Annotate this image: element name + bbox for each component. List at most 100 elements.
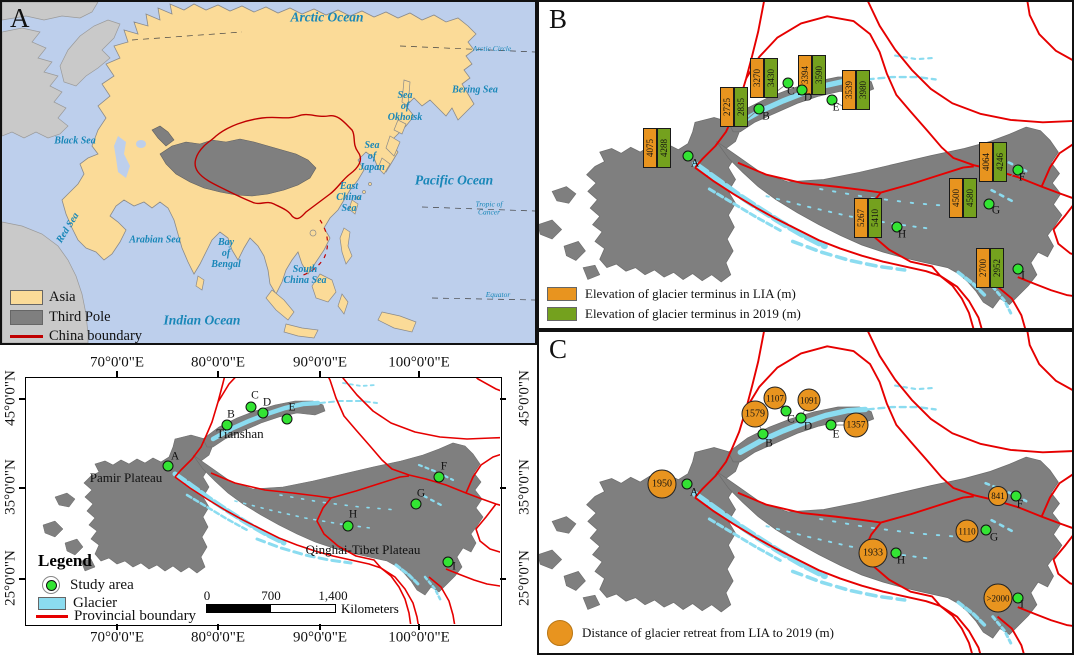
site-letter: H: [896, 554, 906, 567]
site-letter: F: [1018, 171, 1026, 184]
lat-tick-35n-left: 35°0'0"N: [2, 459, 19, 515]
third-pole-swatch: [10, 310, 43, 325]
lon-tick-70e-top: 70°0'0"E: [90, 354, 144, 371]
legend-third-pole-label: Third Pole: [49, 309, 111, 325]
study-area-dot: [162, 460, 174, 472]
retreat-circle-D: 1091: [797, 388, 821, 412]
panel-a-asia-map: A Arctic Ocean Arctic Circle Bering Sea …: [0, 0, 537, 345]
study-area-dot: [410, 498, 422, 510]
retreat-circle-F: 841: [988, 486, 1008, 506]
legend-asia-label: Asia: [49, 289, 76, 305]
retreat-circle-H: 1933: [858, 538, 888, 568]
site-letter: F: [1016, 498, 1024, 511]
lon-tick-80e-top: 80°0'0"E: [191, 354, 245, 371]
panel-study-area-map: 70°0'0"E 80°0'0"E 90°0'0"E 100°0'0"E 70°…: [0, 345, 537, 655]
label-equator: Equator: [485, 289, 511, 299]
label-sea-of-okhotsk: Sea of Okhotsk: [387, 90, 423, 124]
scalebar-end: 1,400: [318, 588, 348, 603]
panel-c-letter: C: [549, 334, 568, 364]
lon-tick-70e-bottom: 70°0'0"E: [90, 629, 144, 646]
elevation-pair-G: 4500 4580: [949, 178, 977, 218]
site-letter: D: [262, 396, 272, 409]
site-letter: E: [832, 101, 840, 114]
label-arctic-circle: Arctic Circle: [472, 43, 512, 53]
study-area-dot: [245, 401, 257, 413]
site-letter: C: [251, 389, 259, 402]
retreat-circle-G: 1110: [955, 519, 979, 543]
lat-tick-25n-left: 25°0'0"N: [2, 550, 19, 606]
study-area-legend-icon: [42, 576, 60, 594]
legend-provincial-boundary-label: Provincial boundary: [74, 608, 197, 624]
site-letter: D: [803, 91, 813, 104]
site-letter: B: [765, 437, 773, 450]
lat-tick-45n-left: 45°0'0"N: [2, 370, 19, 426]
elevation-pair-C: 3270 3430: [750, 58, 778, 98]
glacier-swatch: [38, 597, 66, 610]
study-area-dot: [433, 471, 445, 483]
lat-tick-25n-right: 25°0'0"N: [516, 550, 533, 606]
label-bering-sea: Bering Sea: [452, 84, 498, 96]
retreat-circle-legend-icon: [547, 620, 573, 646]
study-area-dot: [257, 407, 269, 419]
lon-tick-100e-top: 100°0'0"E: [388, 354, 450, 371]
lon-tick-80e-bottom: 80°0'0"E: [191, 629, 245, 646]
label-bay-of-bengal: Bay of Bengal: [211, 237, 241, 271]
label-tropic-of-cancer: Tropic of Cancer: [475, 199, 503, 217]
lon-tick-100e-bottom: 100°0'0"E: [388, 629, 450, 646]
retreat-circle-I: >2000: [983, 583, 1013, 613]
site-letter: B: [762, 110, 770, 123]
site-letter: I: [1021, 269, 1025, 282]
site-letter: B: [227, 408, 235, 421]
study-area-dot: [442, 556, 454, 568]
label-sea-of-japan: Sea of Japan: [359, 140, 385, 174]
label-indian-ocean: Indian Ocean: [163, 312, 241, 328]
asia-swatch: [10, 290, 43, 305]
site-letter: F: [440, 460, 448, 473]
label-pacific-ocean: Pacific Ocean: [414, 172, 494, 188]
lia-elevation-swatch: [547, 287, 577, 301]
site-letter: A: [689, 486, 699, 499]
scalebar-zero: 0: [203, 588, 211, 603]
legend-lia-label: Elevation of glacier terminus in LIA (m): [585, 286, 796, 301]
elevation-pair-B: 2725 2835: [720, 87, 748, 127]
site-letter: G: [991, 204, 1001, 217]
legend-china-boundary-label: China boundary: [49, 328, 143, 344]
site-letter: C: [787, 85, 795, 98]
legend-2019-label: Elevation of glacier terminus in 2019 (m…: [585, 306, 801, 321]
lat-tick-45n-right: 45°0'0"N: [516, 370, 533, 426]
label-pamir-plateau: Pamir Plateau: [89, 470, 163, 485]
site-letter: A: [170, 450, 180, 463]
legend-study-area-label: Study area: [70, 576, 134, 593]
study-area-dot: [281, 413, 293, 425]
label-south-china-sea: South China Sea: [283, 263, 327, 286]
panel-b-elevation-map: B 4075 4288 2725 2835 3270 3430 3394 3590 35…: [537, 0, 1074, 330]
site-letter: D: [803, 420, 813, 433]
scalebar-mid: 700: [261, 588, 281, 603]
panel-c-retreat-map: C 1950 1579 1107 1091 1357 841 1110 1933…: [537, 330, 1074, 655]
elevation-2019-swatch: [547, 307, 577, 321]
panel-a-letter: A: [10, 3, 30, 33]
site-letter: E: [288, 401, 296, 414]
label-east-china-sea: East China Sea: [336, 181, 362, 215]
site-letter: G: [416, 487, 426, 500]
elevation-pair-F: 4064 4246: [979, 142, 1007, 182]
provincial-boundary-line-swatch: [36, 615, 68, 618]
lon-tick-90e-top: 90°0'0"E: [293, 354, 347, 371]
site-letter: I: [452, 560, 456, 573]
retreat-circle-B: 1579: [741, 400, 769, 428]
site-letter: H: [348, 508, 358, 521]
scalebar-unit: Kilometers: [341, 601, 399, 616]
label-arctic-ocean: Arctic Ocean: [290, 9, 364, 25]
retreat-circle-A: 1950: [647, 469, 677, 499]
legend-retreat-label: Distance of glacier retreat from LIA to …: [582, 625, 834, 640]
elevation-pair-A: 4075 4288: [643, 128, 671, 168]
site-letter: C: [787, 413, 795, 426]
label-black-sea: Black Sea: [54, 135, 96, 147]
elevation-pair-H: 5267 5410: [854, 198, 882, 238]
site-letter: H: [897, 228, 907, 241]
site-letter: G: [989, 531, 999, 544]
scale-bar: [206, 604, 336, 613]
lat-tick-35n-right: 35°0'0"N: [516, 459, 533, 515]
site-letter: I: [1020, 598, 1024, 611]
